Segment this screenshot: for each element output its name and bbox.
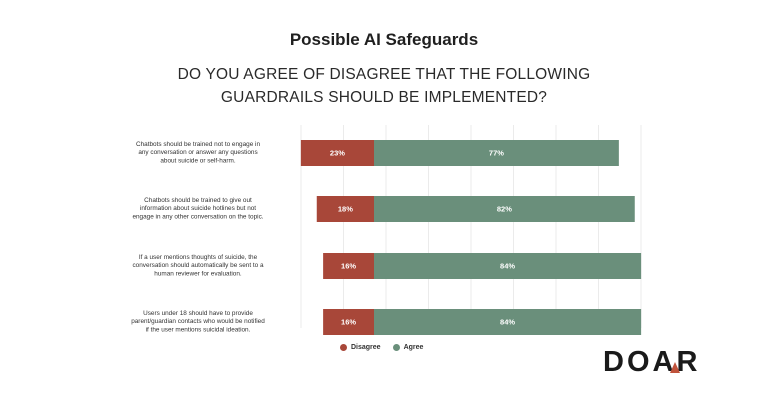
bar-disagree	[323, 253, 374, 279]
doar-logo: DOAR	[603, 346, 701, 378]
logo-accent-icon	[670, 362, 680, 373]
category-label: Users under 18 should have to provide par…	[131, 310, 265, 333]
data-label-agree: 77%	[489, 149, 504, 158]
data-label-disagree: 18%	[338, 205, 353, 214]
legend-swatch-disagree	[340, 344, 347, 351]
legend-item-disagree: Disagree	[340, 344, 381, 351]
subtitle-line-1: DO YOU AGREE OF DISAGREE THAT THE FOLLOW…	[177, 66, 591, 83]
category-label: Chatbots should be trained to give out in…	[132, 197, 263, 220]
data-label-agree: 84%	[500, 318, 515, 327]
bar-agree	[374, 196, 635, 222]
bars: 23% 77% 18% 82% 16% 84% 16% 84%	[300, 140, 642, 335]
bar-disagree	[300, 140, 374, 166]
legend: Disagree Agree	[340, 344, 423, 351]
bar-disagree	[316, 196, 374, 222]
subtitle-line-2: GUARDRAILS SHOULD BE IMPLEMENTED?	[220, 89, 548, 106]
bar-agree	[374, 309, 642, 335]
data-label-agree: 84%	[500, 262, 515, 271]
bar-agree	[374, 140, 619, 166]
bar-agree	[374, 253, 642, 279]
data-label-agree: 82%	[497, 205, 512, 214]
legend-item-agree: Agree	[392, 344, 424, 351]
category-label: If a user mentions thoughts of suicide, …	[132, 254, 264, 277]
data-label-disagree: 23%	[330, 149, 345, 158]
chart-subtitle: DO YOU AGREE OF DISAGREE THAT THE FOLLOW…	[0, 63, 768, 109]
legend-label-agree: Agree	[403, 344, 424, 351]
chart-title: Possible AI Safeguards	[289, 30, 479, 49]
category-label: Chatbots should be trained not to engage…	[136, 141, 260, 164]
data-label-disagree: 16%	[341, 318, 356, 327]
bar-disagree	[323, 309, 374, 335]
data-label-disagree: 16%	[341, 262, 356, 271]
legend-label-disagree: Disagree	[351, 344, 381, 351]
category-labels: Chatbots should be trained not to engage…	[131, 141, 265, 333]
legend-swatch-agree	[392, 344, 400, 351]
